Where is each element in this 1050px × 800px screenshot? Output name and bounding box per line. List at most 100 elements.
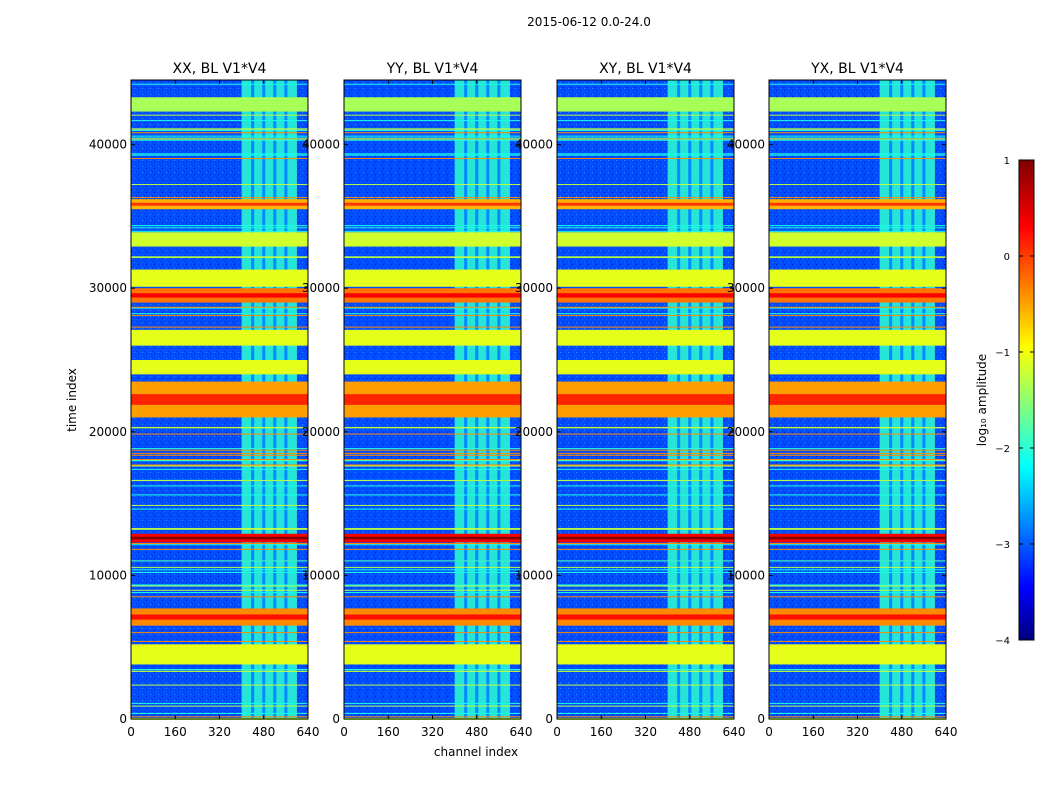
time-line	[557, 153, 734, 155]
band-row-core	[557, 536, 734, 540]
y-tick-label: 0	[545, 712, 553, 726]
time-line	[344, 702, 521, 704]
time-line	[557, 548, 734, 550]
time-line	[131, 460, 308, 462]
time-line	[344, 449, 521, 451]
time-line	[557, 154, 734, 156]
time-line	[344, 459, 521, 461]
time-line	[131, 640, 308, 642]
x-tick-label: 640	[723, 725, 746, 739]
time-line	[344, 560, 521, 562]
time-line	[557, 508, 734, 510]
band-row	[344, 232, 521, 247]
time-line	[557, 256, 734, 258]
time-line	[131, 589, 308, 591]
time-line	[769, 596, 946, 598]
time-line	[769, 114, 946, 116]
time-line	[131, 313, 308, 315]
band-row-core	[131, 394, 308, 405]
time-line	[131, 459, 308, 461]
time-line	[131, 433, 308, 435]
time-line	[557, 468, 734, 470]
time-line	[131, 585, 308, 587]
time-line	[769, 129, 946, 131]
band-row	[344, 269, 521, 287]
x-tick-label: 320	[421, 725, 444, 739]
time-line	[557, 569, 734, 571]
time-line	[769, 427, 946, 429]
colorbar-label: log₁₀ amplitude	[975, 354, 989, 446]
time-line	[769, 592, 946, 594]
time-line	[131, 571, 308, 573]
colorbar-gradient	[1018, 159, 1035, 641]
time-line	[131, 326, 308, 328]
time-line	[131, 256, 308, 258]
band-row-core	[769, 394, 946, 405]
time-line	[344, 544, 521, 546]
time-line	[557, 132, 734, 134]
y-tick-label: 20000	[302, 425, 340, 439]
time-line	[131, 153, 308, 155]
time-line	[344, 460, 521, 462]
time-line	[344, 158, 521, 160]
x-tick-label: 640	[935, 725, 958, 739]
time-line	[344, 454, 521, 456]
time-line	[769, 494, 946, 496]
time-line	[131, 454, 308, 456]
x-tick-label: 480	[465, 725, 488, 739]
time-line	[344, 670, 521, 672]
time-line	[557, 427, 734, 429]
band-row	[131, 360, 308, 375]
time-line	[769, 548, 946, 550]
time-line	[131, 197, 308, 199]
time-line	[344, 153, 521, 155]
time-line	[769, 230, 946, 232]
time-line	[131, 138, 308, 140]
time-line	[769, 480, 946, 482]
time-line	[769, 153, 946, 155]
time-line	[131, 449, 308, 451]
time-line	[344, 504, 521, 506]
x-tick-label: 480	[890, 725, 913, 739]
colorbar-ticks: 1 0 −1 −2 −3 −4	[995, 156, 1034, 647]
time-line	[769, 139, 946, 141]
time-line	[344, 184, 521, 186]
time-line	[557, 589, 734, 591]
time-line	[344, 465, 521, 467]
time-line	[557, 459, 734, 461]
time-line	[344, 528, 521, 530]
time-line	[557, 139, 734, 141]
time-line	[557, 460, 734, 462]
time-line	[769, 640, 946, 642]
y-tick-label: 30000	[727, 281, 765, 295]
band-row-core	[131, 614, 308, 620]
time-line	[769, 313, 946, 315]
time-line	[557, 314, 734, 316]
y-axis-label: time index	[65, 368, 79, 432]
time-line	[344, 120, 521, 122]
time-line	[131, 543, 308, 545]
time-line	[769, 257, 946, 259]
time-line	[344, 705, 521, 707]
x-tick-label: 160	[164, 725, 187, 739]
time-line	[131, 139, 308, 141]
time-line	[769, 459, 946, 461]
time-line	[131, 465, 308, 467]
y-tick-label: 0	[119, 712, 127, 726]
time-line	[344, 569, 521, 571]
colorbar-tick-label: 1	[1004, 156, 1010, 167]
time-line	[557, 632, 734, 634]
time-line	[131, 137, 308, 139]
time-line	[344, 592, 521, 594]
time-line	[344, 132, 521, 134]
time-line	[131, 584, 308, 586]
time-line	[131, 464, 308, 466]
time-line	[557, 592, 734, 594]
time-line	[131, 504, 308, 506]
time-line	[769, 528, 946, 530]
time-line	[344, 137, 521, 139]
time-line	[557, 705, 734, 707]
time-line	[557, 465, 734, 467]
time-line	[131, 129, 308, 131]
time-line	[769, 560, 946, 562]
